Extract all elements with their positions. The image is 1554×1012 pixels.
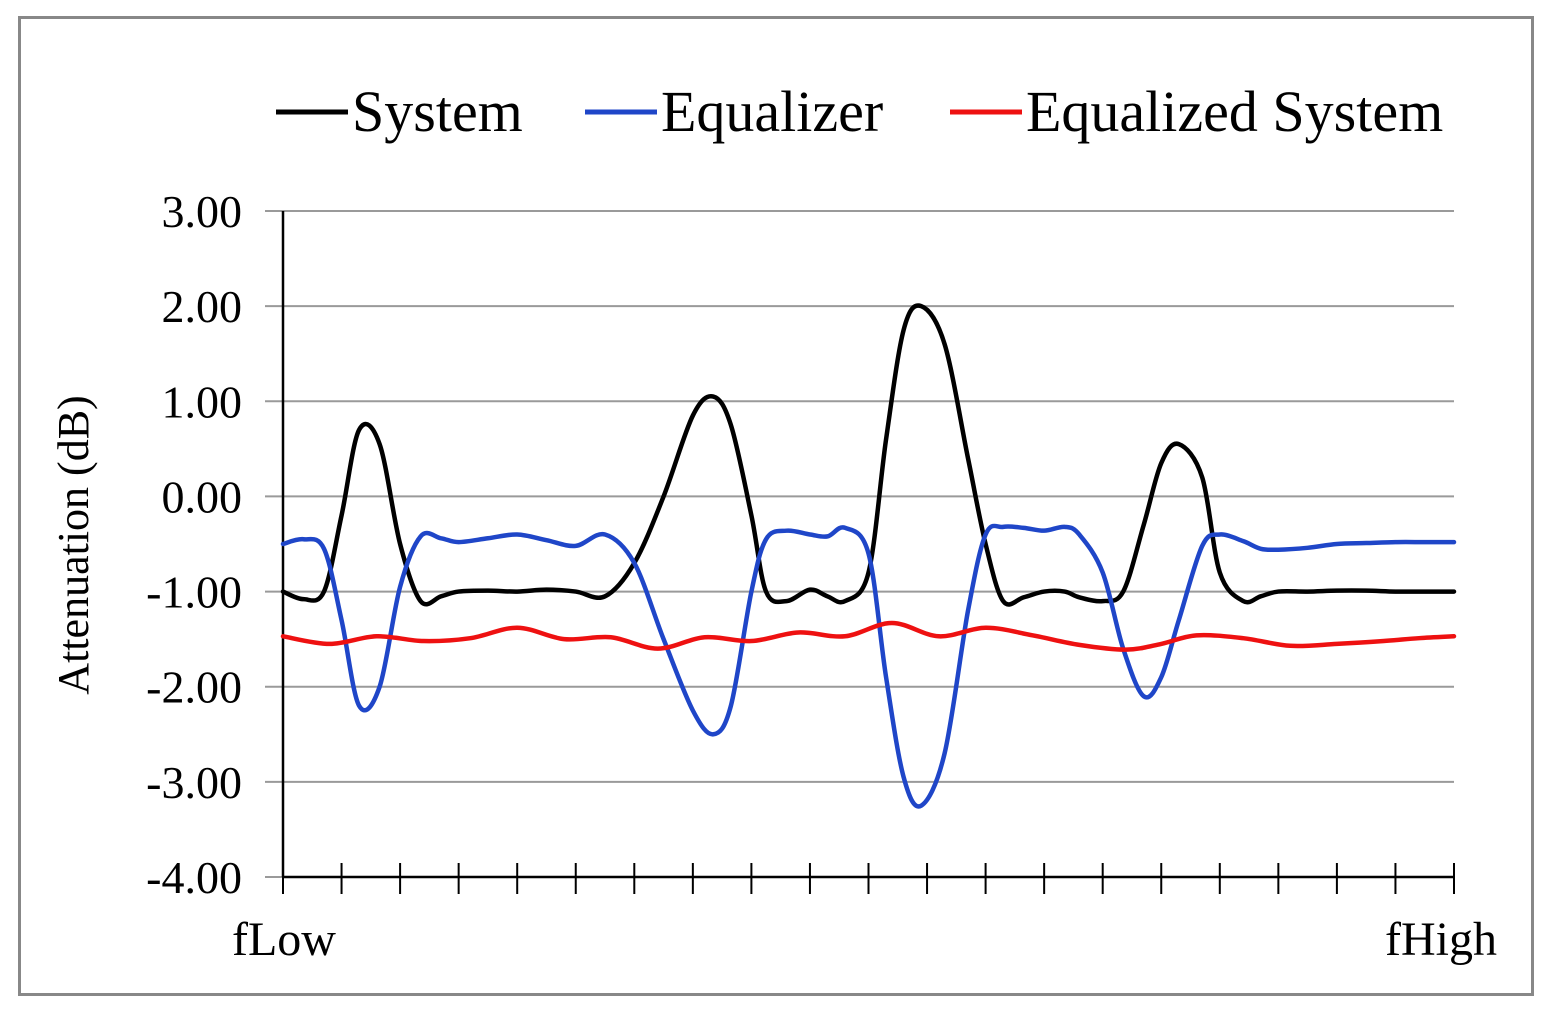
y-tick-labels: 3.00 2.00 1.00 0.00 -1.00 -2.00 -3.00 -4.00: [146, 186, 242, 903]
legend-item-system: System: [276, 79, 523, 144]
legend-label-equalized-system: Equalized System: [1026, 79, 1443, 144]
gridlines: [265, 210, 1454, 878]
y-tick-label: 3.00: [162, 186, 243, 237]
y-tick-label: 2.00: [162, 281, 243, 332]
y-tick-label: -2.00: [146, 662, 242, 713]
series-line-system: [280, 303, 1457, 607]
y-tick-label: -4.00: [146, 852, 242, 903]
x-label-start: fLow: [232, 913, 336, 966]
chart-frame: [18, 16, 1534, 996]
y-tick-label: -3.00: [146, 757, 242, 808]
series-group: [280, 303, 1457, 809]
legend-item-equalizer: Equalizer: [585, 79, 883, 144]
series-line-equalized-system: [280, 620, 1457, 652]
y-tick-label: 1.00: [162, 376, 243, 427]
series-line-equalizer: [280, 523, 1457, 809]
legend-label-equalizer: Equalizer: [661, 79, 883, 144]
y-tick-label: 0.00: [162, 471, 243, 522]
y-tick-label: -1.00: [146, 567, 242, 618]
legend: System Equalizer Equalized System: [276, 79, 1443, 144]
legend-item-equalized-system: Equalized System: [950, 79, 1443, 144]
legend-label-system: System: [352, 79, 523, 144]
x-label-end: fHigh: [1385, 913, 1497, 966]
x-ticks: [282, 863, 1455, 894]
y-axis-label: Attenuation (dB): [49, 395, 98, 694]
